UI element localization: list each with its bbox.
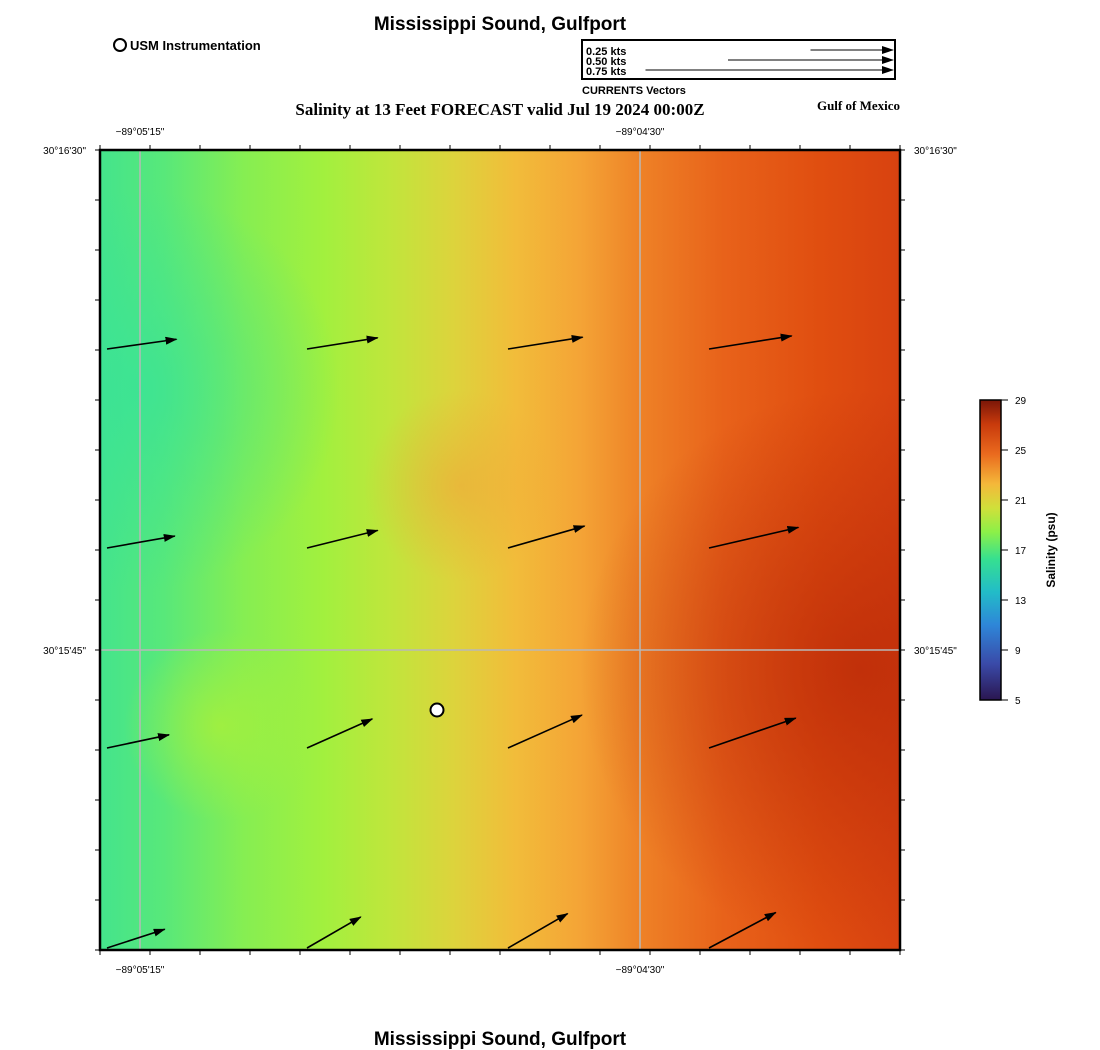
colorbar-tick-label: 17 [1015, 546, 1027, 557]
frame-ticks [95, 145, 905, 955]
current-vector-14 [306, 916, 362, 949]
current-vector-7 [507, 525, 586, 549]
top-lon-label-1: −89°05'15" [116, 127, 165, 138]
current-vector-3 [507, 334, 584, 350]
bottom-lon-label-2: −89°04'30" [616, 965, 665, 976]
current-vector-16 [708, 911, 777, 949]
right-lat-label-2: 30°15'45" [914, 646, 957, 657]
map-footer-title: Mississippi Sound, Gulfport [374, 1029, 627, 1050]
right-lat-label-1: 30°16'30" [914, 146, 957, 157]
colorbar-tick-label: 25 [1015, 446, 1027, 457]
left-lat-label-2: 30°15'45" [43, 646, 86, 657]
colorbar-tick-label: 21 [1015, 496, 1027, 507]
region-label: Gulf of Mexico [817, 98, 900, 113]
station-legend-label: USM Instrumentation [130, 38, 261, 53]
orange-salinity-zone [100, 150, 900, 950]
current-vector-2 [306, 335, 379, 350]
colorbar: 29 25 21 17 13 9 5 Salinity (psu) [979, 396, 1058, 707]
colorbar-scale [979, 399, 1002, 701]
current-vector-15 [507, 912, 569, 949]
axis-labels: −89°05'15" −89°04'30" −89°05'15" −89°04'… [43, 127, 957, 976]
colorbar-tick-label: 9 [1015, 646, 1021, 657]
current-vector-9 [106, 733, 171, 749]
usm-station-marker[interactable] [429, 702, 445, 718]
vector-legend-entry-1-label: 0.25 kts [586, 46, 626, 58]
current-vector-12 [708, 717, 797, 749]
current-vector-6 [306, 529, 379, 549]
current-vector-8 [708, 525, 800, 549]
colorbar-tick-label: 5 [1015, 696, 1021, 707]
vector-legend-caption: CURRENTS Vectors [582, 85, 686, 97]
current-vector-5 [106, 534, 176, 549]
left-lat-label-1: 30°16'30" [43, 146, 86, 157]
graticule [100, 150, 900, 950]
current-vector-10 [306, 718, 374, 749]
top-lon-label-2: −89°04'30" [616, 127, 665, 138]
vector-legend: 0.25 kts 0.50 kts 0.75 kts CURRENTS Vect… [581, 39, 896, 97]
map-title: Mississippi Sound, Gulfport [374, 14, 627, 35]
current-vector-4 [708, 333, 793, 350]
bottom-lon-label-1: −89°05'15" [116, 965, 165, 976]
current-vectors [106, 333, 800, 949]
current-vector-13 [106, 928, 166, 949]
salinity-field [100, 150, 900, 950]
station-legend-icon [113, 38, 127, 52]
colorbar-label: Salinity (psu) [1044, 512, 1058, 587]
current-vector-1 [106, 336, 178, 350]
colorbar-tick-label: 29 [1015, 396, 1027, 407]
map-subtitle: Salinity at 13 Feet FORECAST valid Jul 1… [295, 100, 704, 119]
vector-legend-entry-3-label: 0.75 kts [586, 66, 626, 78]
current-vector-11 [507, 714, 583, 749]
vector-legend-entry-2-label: 0.50 kts [586, 56, 626, 68]
colorbar-tick-label: 13 [1015, 596, 1027, 607]
